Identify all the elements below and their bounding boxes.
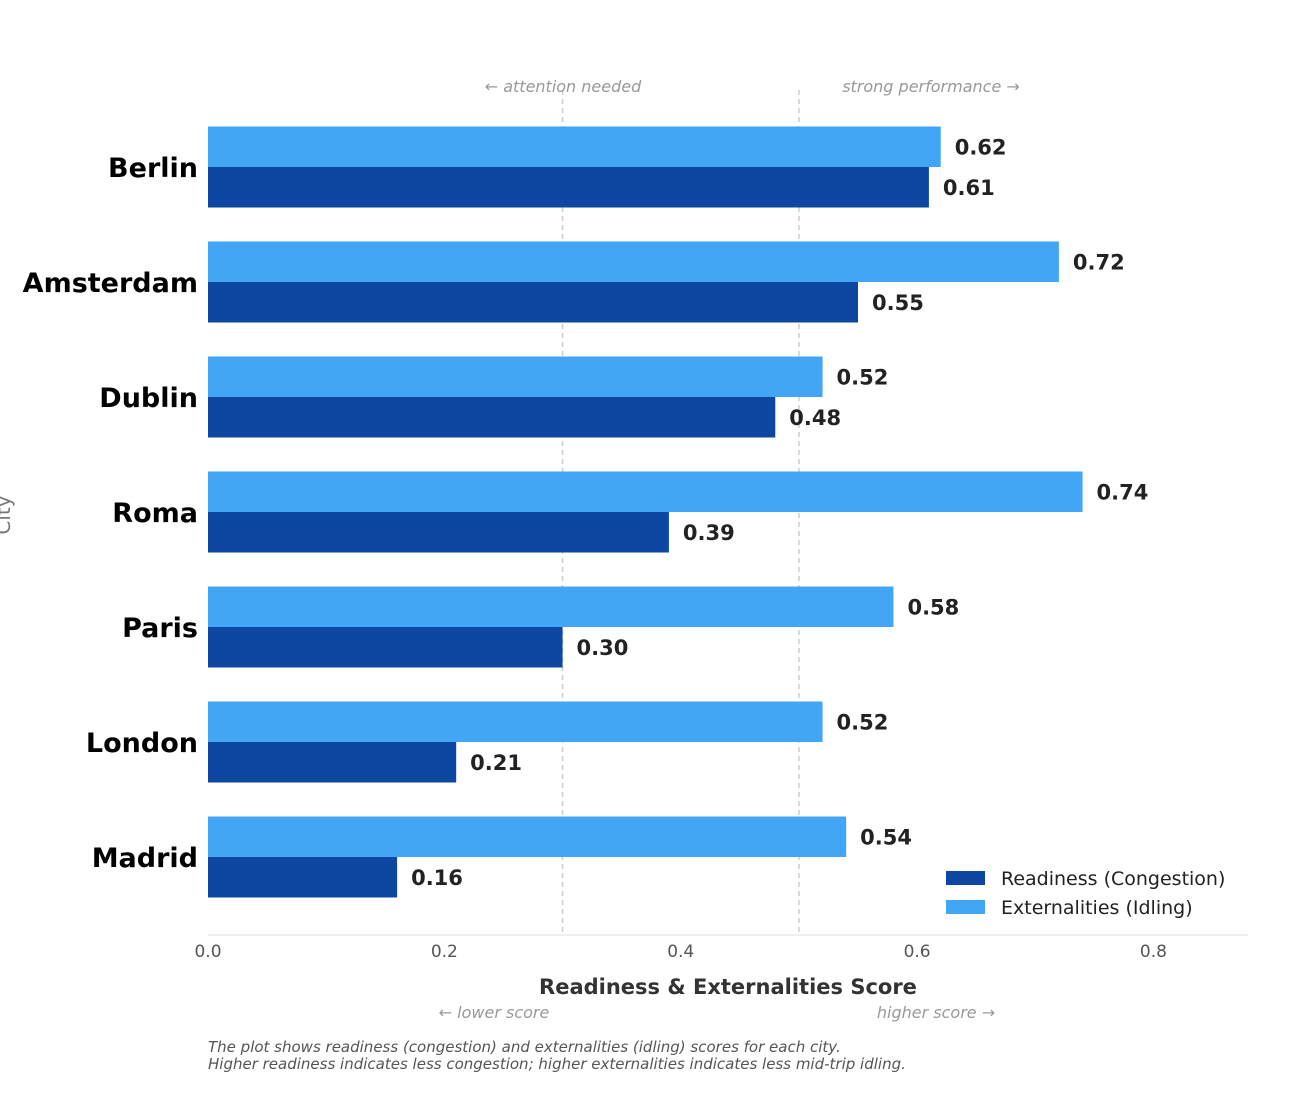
bar-externalities [208,241,1059,282]
bar-externalities [208,701,823,742]
bar-readiness [208,627,563,668]
city-label: Berlin [108,153,198,184]
x-tick-label: 0.2 [431,942,458,962]
x-tick-label: 0.4 [667,942,694,962]
bar-readiness [208,512,669,553]
value-label-readiness: 0.21 [470,751,522,775]
bar-readiness [208,742,457,783]
bar-externalities [208,816,847,857]
value-label-externalities: 0.52 [837,710,889,734]
value-label-readiness: 0.39 [683,521,735,545]
y-axis-label: City [0,495,15,534]
value-label-externalities: 0.72 [1073,250,1125,274]
legend-swatch [946,900,985,914]
value-label-externalities: 0.54 [860,825,912,849]
city-label: Paris [122,613,198,644]
hint-strong-performance: strong performance → [842,77,1020,96]
bar-readiness [208,282,858,323]
caption-line-1: The plot shows readiness (congestion) an… [208,1038,841,1056]
hint-lower-score: ← lower score [439,1003,550,1022]
value-label-externalities: 0.52 [837,365,889,389]
city-label: Madrid [92,843,198,874]
labels: Berlin 0.62 0.61 Amsterdam 0.72 0.55 Dublin 0.5… [23,135,1149,890]
bar-readiness [208,167,929,208]
legend-swatch [946,871,985,885]
caption: The plot shows readiness (congestion) an… [208,1039,906,1073]
city-label: Roma [112,498,198,529]
x-tick-label: 0.6 [904,942,931,962]
bar-externalities [208,126,941,167]
value-label-readiness: 0.16 [411,866,463,890]
value-label-externalities: 0.74 [1097,480,1149,504]
value-label-externalities: 0.58 [907,595,959,619]
reference-lines [561,90,800,935]
x-axis: 0.0 0.2 0.4 0.6 0.8 [194,934,1248,962]
city-label: Amsterdam [23,268,198,299]
bar-externalities [208,586,894,627]
bars [208,126,1083,898]
bar-readiness [208,397,776,438]
hint-higher-score: higher score → [877,1003,995,1022]
legend: Readiness (Congestion) Externalities (Idl… [946,868,1225,919]
legend-label: Externalities (Idling) [1001,897,1193,919]
bar-externalities [208,356,823,397]
value-label-readiness: 0.55 [872,291,924,315]
value-label-readiness: 0.48 [789,406,841,430]
x-tick-label: 0.0 [194,942,221,962]
bar-externalities [208,471,1083,512]
legend-label: Readiness (Congestion) [1001,868,1225,890]
x-axis-title: Readiness & Externalities Score [539,975,917,999]
bar-readiness [208,857,398,898]
value-label-readiness: 0.30 [577,636,629,660]
caption-line-2: Higher readiness indicates less congesti… [208,1055,906,1073]
hint-attention-needed: ← attention needed [485,77,642,96]
value-label-readiness: 0.61 [943,176,995,200]
city-label: London [86,728,198,759]
value-label-externalities: 0.62 [955,135,1007,159]
x-tick-label: 0.8 [1140,942,1167,962]
city-label: Dublin [99,383,198,414]
